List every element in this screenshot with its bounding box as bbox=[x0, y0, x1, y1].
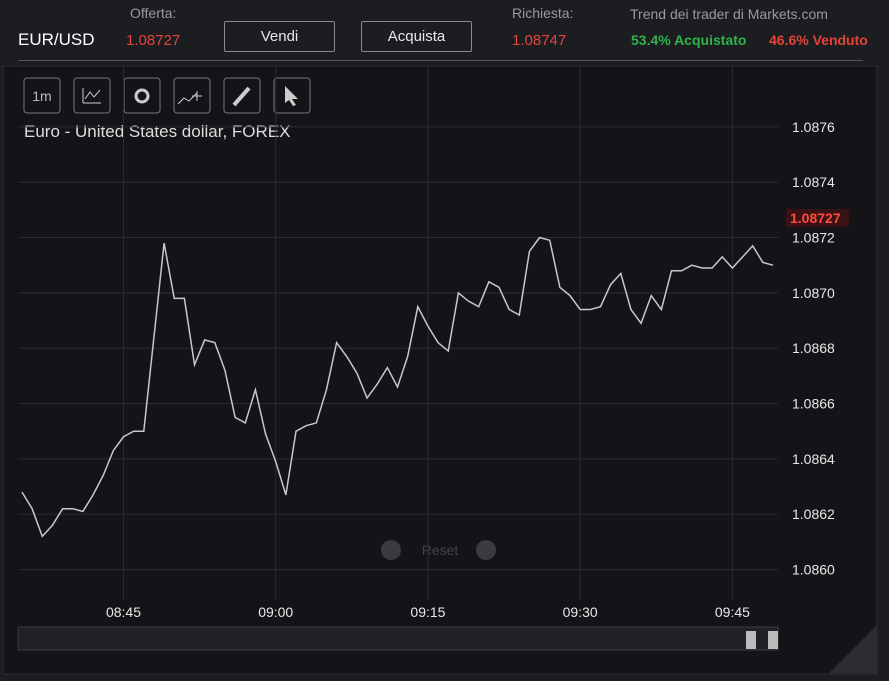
offer-price: 1.08727 bbox=[126, 32, 181, 49]
ask-price: 1.08747 bbox=[512, 32, 567, 49]
separator bbox=[18, 60, 863, 61]
chart-title: Euro - United States dollar, FOREX bbox=[24, 122, 290, 141]
corner bbox=[828, 625, 877, 674]
x-tick-label: 09:15 bbox=[410, 604, 445, 620]
x-tick-label: 09:45 bbox=[715, 604, 750, 620]
offer-label: Offerta: bbox=[130, 5, 177, 21]
reset-button[interactable]: Reset bbox=[422, 542, 459, 558]
price-line bbox=[21, 236, 774, 538]
x-tick-label: 08:45 bbox=[106, 604, 141, 620]
y-tick-label: 1.0876 bbox=[792, 119, 835, 135]
trend-bought: 53.4% Acquistato bbox=[631, 32, 747, 48]
x-tick-label: 09:30 bbox=[563, 604, 598, 620]
x-tick-label: 09:00 bbox=[258, 604, 293, 620]
navigator-handle[interactable] bbox=[746, 631, 756, 649]
interval-button[interactable]: 1m bbox=[32, 88, 51, 104]
y-tick-label: 1.0874 bbox=[792, 174, 835, 190]
y-tick-label: 1.0868 bbox=[792, 340, 835, 356]
buy-button[interactable]: Acquista bbox=[361, 21, 472, 52]
sell-button[interactable]: Vendi bbox=[224, 21, 335, 52]
toolbar bbox=[23, 77, 311, 114]
zoom-controls bbox=[381, 540, 496, 560]
y-tick-label: 1.0862 bbox=[792, 506, 835, 522]
navigator bbox=[17, 626, 779, 651]
y-tick-label: 1.0860 bbox=[792, 562, 835, 578]
y-tick-label: 1.0866 bbox=[792, 396, 835, 412]
trend-title: Trend dei trader di Markets.com bbox=[630, 6, 828, 22]
trend-sold: 46.6% Venduto bbox=[769, 32, 868, 48]
symbol: EUR/USD bbox=[18, 30, 95, 49]
y-tick-label: 1.0870 bbox=[792, 285, 835, 301]
y-tick-label: 1.0864 bbox=[792, 451, 835, 467]
navigator-handle[interactable] bbox=[768, 631, 778, 649]
price-tag-label: 1.08727 bbox=[790, 210, 841, 226]
ask-label: Richiesta: bbox=[512, 5, 574, 21]
price-tag bbox=[786, 209, 849, 228]
y-tick-label: 1.0872 bbox=[792, 230, 835, 246]
chart-panel bbox=[2, 65, 878, 675]
